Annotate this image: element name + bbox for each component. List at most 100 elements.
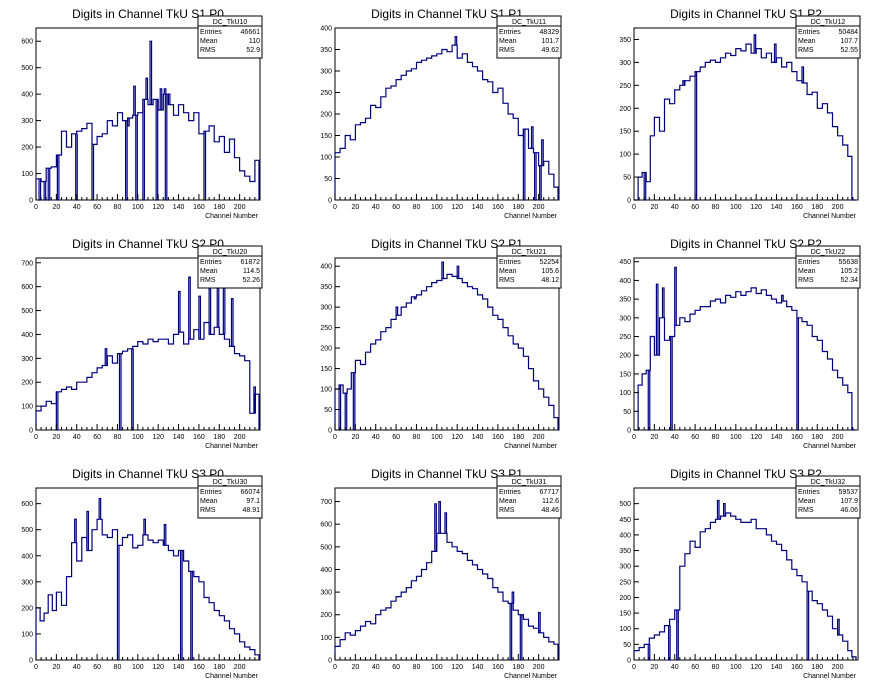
histogram-drop: [522, 129, 526, 201]
x-tick-label: 40: [73, 204, 81, 211]
y-tick-label: 450: [619, 259, 631, 266]
stats-label: Mean: [499, 498, 517, 505]
histogram-spike: [198, 295, 202, 340]
stats-label: RMS: [499, 277, 515, 284]
histogram-drop: [47, 168, 51, 201]
histogram-spike: [716, 499, 720, 520]
y-tick-label: 400: [21, 332, 33, 339]
x-tick-label: 80: [413, 204, 421, 211]
stats-value: 101.7: [541, 38, 559, 45]
y-tick-label: 600: [21, 501, 33, 508]
y-tick-label: 0: [29, 658, 33, 665]
histogram-spike: [188, 276, 191, 340]
x-tick-label: 120: [152, 204, 164, 211]
histogram-spike: [143, 518, 147, 535]
y-tick-label: 200: [21, 145, 33, 152]
histogram-spike: [511, 591, 515, 604]
stats-label: Mean: [200, 268, 218, 275]
y-tick-label: 300: [619, 315, 631, 322]
x-tick-label: 180: [512, 204, 524, 211]
x-tick-label: 100: [132, 664, 144, 671]
x-tick-label: 120: [750, 204, 762, 211]
x-tick-label: 20: [650, 664, 658, 671]
histogram-drop: [509, 603, 513, 661]
stats-box: [197, 475, 263, 519]
stats-label: Entries: [499, 259, 521, 266]
histogram-spike: [655, 283, 659, 356]
x-tick-label: 20: [52, 434, 60, 441]
histogram-drop: [118, 353, 122, 431]
stats-box: [197, 15, 263, 59]
x-tick-label: 180: [811, 204, 823, 211]
x-tick-label: 100: [730, 664, 742, 671]
x-tick-label: 40: [671, 204, 679, 211]
x-tick-label: 140: [472, 664, 484, 671]
y-tick-label: 100: [320, 387, 332, 394]
stats-name: DC_TkU11: [512, 19, 546, 26]
stats-box: [496, 475, 562, 519]
y-tick-label: 300: [21, 579, 33, 586]
histogram-drop: [164, 94, 168, 201]
stats-value: 105.6: [541, 268, 559, 275]
stats-label: Mean: [200, 38, 218, 45]
y-tick-label: 100: [619, 152, 631, 159]
histogram-line: [634, 43, 856, 201]
x-tick-label: 200: [533, 664, 545, 671]
x-tick-label: 100: [730, 204, 742, 211]
x-tick-label: 60: [93, 204, 101, 211]
y-tick-label: 50: [623, 175, 631, 182]
stats-label: Entries: [200, 29, 222, 36]
y-tick-label: 150: [619, 611, 631, 618]
x-tick-label: 160: [193, 664, 205, 671]
y-tick-label: 350: [320, 284, 332, 291]
y-tick-label: 200: [320, 346, 332, 353]
histogram-drop: [352, 372, 356, 431]
stats-label: Mean: [200, 498, 218, 505]
stats-value: 59537: [839, 489, 859, 496]
chart-title: Digits in Channel TkU S3 P1: [371, 467, 523, 481]
histogram-spike: [682, 80, 685, 86]
histogram-spike: [177, 290, 181, 333]
stats-label: Mean: [499, 268, 517, 275]
x-tick-label: 160: [492, 204, 504, 211]
y-tick-label: 0: [328, 658, 332, 665]
x-tick-label: 80: [712, 664, 720, 671]
x-tick-label: 80: [114, 664, 122, 671]
x-tick-label: 140: [472, 204, 484, 211]
stats-box: [496, 245, 562, 289]
stats-value: 48329: [540, 29, 560, 36]
histogram-spike: [530, 126, 534, 149]
y-tick-label: 700: [21, 260, 33, 267]
stats-label: Entries: [499, 29, 521, 36]
x-tick-label: 100: [730, 434, 742, 441]
stats-value: 48.46: [541, 507, 559, 514]
histogram-spike: [454, 36, 458, 46]
histogram-spike: [98, 497, 102, 520]
histogram-spike: [661, 287, 665, 318]
y-tick-label: 400: [320, 26, 332, 33]
y-tick-label: 200: [320, 112, 332, 119]
y-tick-label: 300: [21, 356, 33, 363]
x-tick-label: 0: [632, 204, 636, 211]
histogram-spike: [167, 93, 171, 105]
x-tick-label: 20: [650, 434, 658, 441]
histogram-drop: [676, 609, 679, 661]
histogram-line: [35, 321, 260, 430]
x-tick-label: 0: [34, 664, 38, 671]
x-tick-label: 0: [632, 664, 636, 671]
x-tick-label: 40: [671, 664, 679, 671]
histogram-spike: [133, 85, 136, 116]
x-tick-label: 120: [152, 664, 164, 671]
stats-label: RMS: [798, 47, 814, 54]
histogram-drop: [125, 120, 128, 201]
stats-label: Mean: [798, 498, 816, 505]
stats-value: 110: [249, 38, 260, 45]
stats-value: 48.12: [541, 277, 559, 284]
y-tick-label: 500: [320, 544, 332, 551]
histogram-spike: [753, 34, 757, 54]
histogram-spike: [801, 66, 805, 84]
x-tick-label: 180: [213, 434, 225, 441]
histogram-spike: [674, 266, 677, 326]
stats-value: 112.6: [542, 498, 559, 505]
y-tick-label: 200: [21, 380, 33, 387]
